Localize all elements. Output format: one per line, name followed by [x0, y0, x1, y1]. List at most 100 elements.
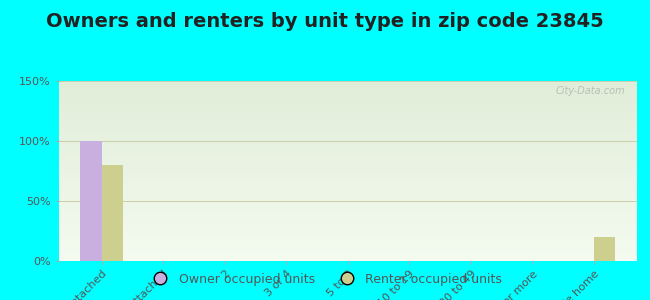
Bar: [58, 103, 637, 104]
Bar: [58, 203, 637, 205]
Bar: [58, 198, 637, 200]
Bar: [58, 130, 637, 131]
Bar: [58, 146, 637, 148]
Bar: [58, 191, 637, 193]
Bar: [58, 101, 637, 103]
Bar: [58, 151, 637, 153]
Bar: [58, 257, 637, 259]
Bar: [58, 160, 637, 162]
Bar: [58, 121, 637, 122]
Bar: [58, 256, 637, 257]
Text: Owners and renters by unit type in zip code 23845: Owners and renters by unit type in zip c…: [46, 12, 604, 31]
Bar: [58, 83, 637, 85]
Bar: [58, 126, 637, 128]
Bar: [58, 137, 637, 139]
Bar: [58, 227, 637, 229]
Bar: [58, 221, 637, 223]
Bar: [58, 220, 637, 221]
Bar: [58, 110, 637, 112]
Bar: [58, 90, 637, 92]
Bar: [58, 117, 637, 119]
Bar: [58, 108, 637, 110]
Bar: [58, 223, 637, 225]
Bar: [58, 238, 637, 239]
Bar: [80, 141, 101, 261]
Bar: [58, 115, 637, 117]
Bar: [58, 95, 637, 97]
Bar: [58, 94, 637, 95]
Bar: [58, 122, 637, 124]
Bar: [58, 169, 637, 171]
Bar: [58, 196, 637, 198]
Bar: [58, 99, 637, 101]
Bar: [58, 248, 637, 250]
Bar: [58, 162, 637, 164]
Legend: Owner occupied units, Renter occupied units: Owner occupied units, Renter occupied un…: [143, 268, 507, 291]
Bar: [58, 229, 637, 230]
Bar: [58, 230, 637, 232]
Bar: [58, 157, 637, 158]
Bar: [58, 81, 637, 83]
Bar: [58, 239, 637, 241]
Bar: [58, 202, 637, 203]
Bar: [58, 259, 637, 261]
Bar: [58, 193, 637, 194]
Bar: [58, 232, 637, 234]
Bar: [58, 113, 637, 115]
Bar: [58, 135, 637, 137]
Bar: [58, 112, 637, 113]
Bar: [58, 149, 637, 151]
Bar: [58, 92, 637, 94]
Bar: [58, 139, 637, 140]
Bar: [58, 164, 637, 166]
Bar: [58, 166, 637, 167]
Bar: [58, 142, 637, 144]
Bar: [58, 182, 637, 184]
Bar: [58, 175, 637, 176]
Bar: [58, 104, 637, 106]
Bar: [58, 216, 637, 218]
Bar: [58, 85, 637, 86]
Bar: [58, 86, 637, 88]
Bar: [58, 187, 637, 189]
Bar: [58, 211, 637, 212]
Bar: [58, 173, 637, 175]
Bar: [58, 171, 637, 173]
Bar: [58, 234, 637, 236]
Bar: [58, 167, 637, 169]
Bar: [58, 185, 637, 187]
Bar: [58, 247, 637, 248]
Bar: [58, 209, 637, 211]
Bar: [58, 243, 637, 245]
Bar: [58, 214, 637, 216]
Bar: [58, 207, 637, 209]
Bar: [58, 245, 637, 247]
Bar: [58, 176, 637, 178]
Bar: [101, 165, 123, 261]
Bar: [58, 97, 637, 99]
Bar: [58, 158, 637, 160]
Bar: [58, 225, 637, 227]
Bar: [58, 128, 637, 130]
Bar: [58, 194, 637, 196]
Bar: [58, 254, 637, 256]
Bar: [58, 124, 637, 126]
Bar: [58, 184, 637, 185]
Bar: [58, 212, 637, 214]
Bar: [58, 218, 637, 220]
Bar: [58, 252, 637, 254]
Bar: [58, 200, 637, 202]
Bar: [58, 119, 637, 121]
Bar: [58, 133, 637, 135]
Bar: [58, 189, 637, 191]
Bar: [58, 140, 637, 142]
Bar: [58, 131, 637, 133]
Text: City-Data.com: City-Data.com: [556, 86, 625, 96]
Bar: [58, 88, 637, 90]
Bar: [594, 237, 616, 261]
Bar: [58, 153, 637, 155]
Bar: [58, 241, 637, 243]
Bar: [58, 180, 637, 182]
Bar: [58, 250, 637, 252]
Bar: [58, 148, 637, 149]
